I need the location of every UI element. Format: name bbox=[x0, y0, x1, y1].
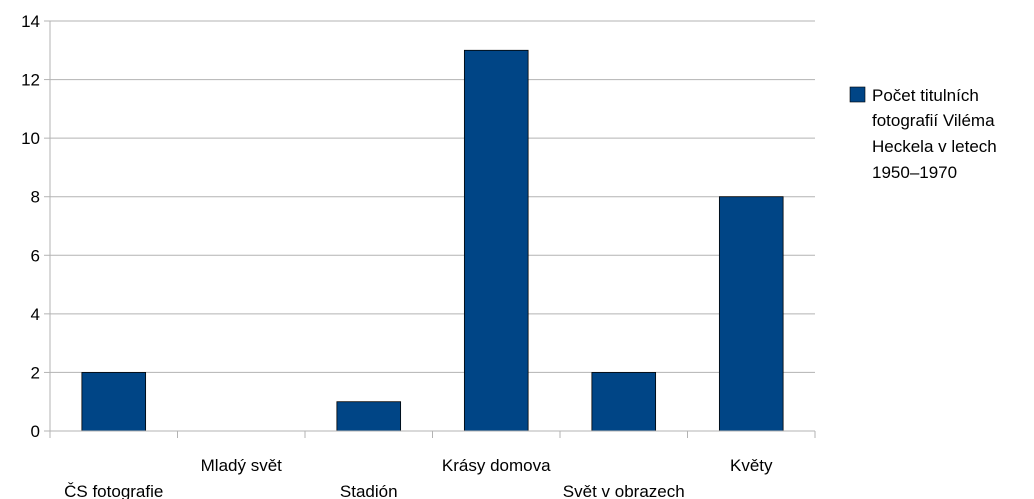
bar-0 bbox=[81, 372, 147, 432]
legend-entry-line-4: 1950–1970 bbox=[872, 163, 957, 182]
x-tick-label: Mladý svět bbox=[201, 456, 283, 475]
y-tick-label: 8 bbox=[31, 188, 40, 207]
x-tick-label: Svět v obrazech bbox=[563, 482, 685, 499]
legend-entry-line-1: Počet titulních bbox=[872, 86, 979, 105]
bar-4 bbox=[591, 372, 657, 432]
bar-5 bbox=[718, 196, 784, 432]
y-tick-labels: 0 2 4 6 8 10 12 14 bbox=[21, 12, 40, 441]
bar-2 bbox=[336, 401, 402, 432]
axes bbox=[44, 20, 816, 438]
y-tick-label: 14 bbox=[21, 12, 40, 31]
y-tick-label: 10 bbox=[21, 129, 40, 148]
y-tick-label: 12 bbox=[21, 71, 40, 90]
y-tick-label: 2 bbox=[31, 363, 40, 382]
gridlines bbox=[50, 20, 815, 373]
legend-entry-line-2: fotografií Viléma bbox=[872, 111, 995, 130]
x-tick-label: Krásy domova bbox=[442, 456, 551, 475]
x-tick-label: ČS fotografie bbox=[64, 482, 163, 499]
y-tick-label: 6 bbox=[31, 246, 40, 265]
y-tick-label: 4 bbox=[31, 305, 40, 324]
bar-3 bbox=[463, 49, 529, 432]
legend-entry-line-3: Heckela v letech bbox=[872, 137, 997, 156]
legend: Počet titulních fotografií Viléma Heckel… bbox=[849, 86, 997, 182]
legend-swatch bbox=[849, 86, 866, 103]
x-tick-label: Květy bbox=[730, 456, 773, 475]
x-tick-label: Stadión bbox=[340, 482, 398, 499]
x-tick-labels: ČS fotografie Mladý svět Stadión Krásy domo… bbox=[64, 456, 773, 499]
bars bbox=[81, 49, 784, 432]
y-tick-label: 0 bbox=[31, 422, 40, 441]
